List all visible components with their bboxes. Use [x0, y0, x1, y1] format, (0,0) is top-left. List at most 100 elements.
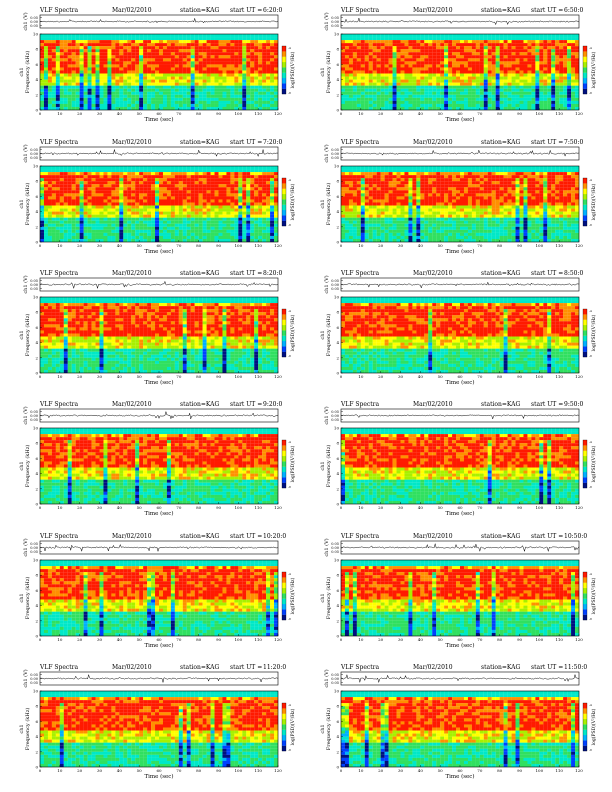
spectrum-cell: [83, 97, 88, 101]
spectrum-cell: [210, 91, 215, 95]
spectrum-cell: [250, 34, 255, 38]
spectrum-cell: [242, 37, 247, 41]
spectrum-cell: [475, 85, 480, 89]
spectrum-cell: [567, 82, 572, 86]
spectrum-cell: [238, 94, 243, 98]
spectrum-cell: [107, 94, 112, 98]
spectrum-cell: [475, 37, 480, 41]
spectrum-cell: [186, 58, 191, 62]
spectrum-cell: [368, 40, 373, 44]
spectrum-cell: [412, 46, 417, 50]
spectrum-cell: [547, 55, 552, 59]
spectrum-cell: [571, 103, 576, 108]
spectrum-cell: [463, 76, 468, 80]
spectrum-cell: [266, 70, 271, 74]
spectrum-cell: [131, 91, 136, 95]
spectrum-cell: [143, 37, 148, 41]
spectrum-cell: [151, 97, 156, 101]
spectrum-cell: [547, 49, 552, 53]
spectrum-cell: [448, 97, 453, 101]
spectrum-cell: [75, 91, 80, 95]
spectrum-cell: [123, 37, 128, 41]
spectrum-cell: [210, 187, 215, 191]
spectrum-cell: [79, 184, 84, 188]
spectrum-cell: [71, 217, 76, 221]
spectrum-cell: [206, 34, 211, 38]
spectrum-cell: [115, 208, 120, 212]
spectrum-cell: [555, 40, 560, 44]
spectrum-cell: [356, 178, 361, 182]
spectrum-cell: [246, 211, 251, 215]
spectrum-cell: [222, 43, 227, 47]
spectrum-cell: [143, 211, 148, 215]
spectrum-cell: [51, 205, 56, 209]
spectrum-cell: [87, 229, 92, 233]
spectrum-cell: [368, 58, 373, 62]
spectrum-cell: [143, 208, 148, 212]
spectrum-cell: [266, 106, 271, 111]
spectrum-cell: [226, 91, 231, 95]
spectrum-cell: [166, 196, 171, 200]
spectrum-cell: [178, 166, 183, 170]
spectrum-cell: [523, 94, 528, 98]
spectrum-cell: [123, 214, 128, 218]
spectrum-cell: [63, 97, 68, 101]
spectrum-cell: [388, 55, 393, 59]
spectrum-cell: [432, 88, 437, 92]
spectrum-cell: [115, 166, 120, 170]
spectrum-cell: [254, 172, 259, 176]
spectrum-cell: [206, 238, 211, 243]
y-tick-label: 6: [35, 62, 38, 67]
spectrum-cell: [214, 76, 219, 80]
spectrum-cell: [222, 217, 227, 221]
spectrum-cell: [575, 94, 580, 98]
spectrum-cell: [143, 217, 148, 221]
spectrum-cell: [127, 76, 132, 80]
spectrum-cell: [575, 37, 580, 41]
spectrum-cell: [67, 178, 72, 182]
spectrum-cell: [40, 76, 45, 80]
spectrum-cell: [380, 82, 385, 86]
spectrum-cell: [238, 103, 243, 108]
spectrum-cell: [412, 70, 417, 74]
spectrum-cell: [555, 49, 560, 53]
spectrum-cell: [119, 58, 124, 62]
spectrum-cell: [515, 76, 520, 80]
spectrum-cell: [178, 238, 183, 243]
spectrum-cell: [226, 103, 231, 108]
spectrum-cell: [222, 223, 227, 227]
spectrum-cell: [91, 67, 96, 71]
spectrum-cell: [424, 85, 429, 89]
spectrum-cell: [356, 220, 361, 224]
spectrum-cell: [341, 82, 346, 86]
spectrum-cell: [463, 46, 468, 50]
spectrum-cell: [79, 166, 84, 170]
spectrum-cell: [194, 43, 199, 47]
spectrum-cell: [258, 88, 263, 92]
spectrum-cell: [412, 64, 417, 68]
spectrum-cell: [499, 106, 504, 111]
spectrum-cell: [428, 34, 433, 38]
spectrum-cell: [75, 40, 80, 44]
spectrum-cell: [250, 46, 255, 50]
spectrum-cell: [352, 34, 357, 38]
spectrum-cell: [103, 85, 108, 89]
spectrum-cell: [416, 106, 421, 111]
spectrum-cell: [262, 220, 267, 224]
spectrum-cell: [242, 223, 247, 227]
spectrum-cell: [206, 85, 211, 89]
spectrum-cell: [67, 169, 72, 173]
spectrum-cell: [103, 193, 108, 197]
spectrum-cell: [547, 100, 552, 104]
spectrum-cell: [452, 58, 457, 62]
spectrum-cell: [107, 229, 112, 233]
station-label: station=KAG: [180, 7, 219, 14]
spectrum-cell: [59, 205, 64, 209]
spectrum-cell: [139, 58, 144, 62]
ch1-trace: [39, 149, 279, 158]
spectrum-cell: [559, 49, 564, 53]
spectrum-cell: [543, 106, 548, 111]
spectrum-cell: [63, 52, 68, 56]
spectrum-cell: [119, 64, 124, 68]
spectrum-cell: [206, 100, 211, 104]
